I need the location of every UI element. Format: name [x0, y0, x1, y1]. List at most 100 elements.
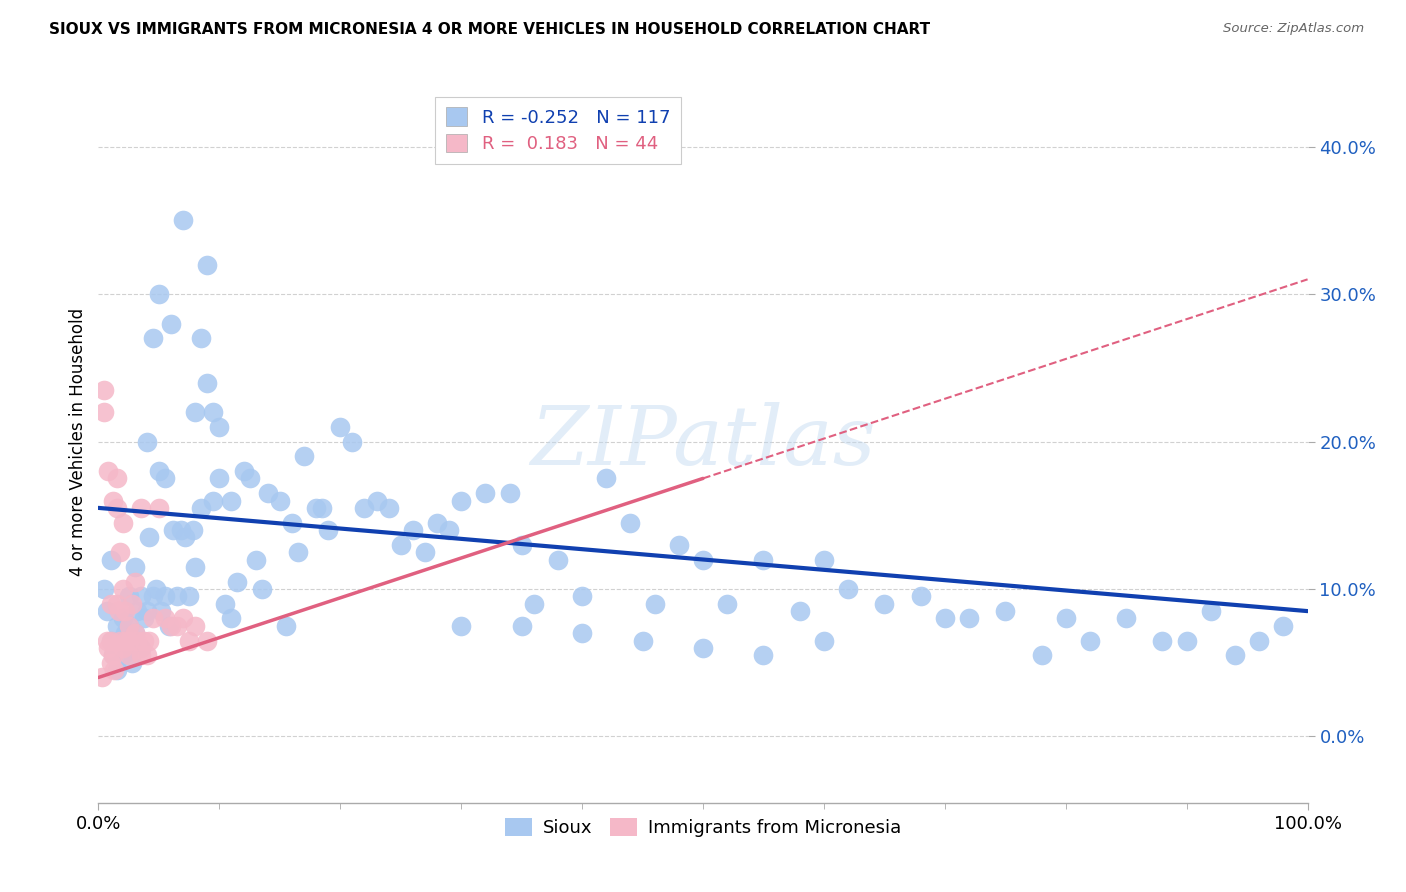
Point [190, 500, 212, 515]
Point [121, 597, 143, 611]
Point [437, 523, 460, 537]
Point [256, 486, 278, 500]
Point [105, 597, 128, 611]
Point [129, 590, 152, 604]
Point [208, 471, 231, 485]
Point [195, 258, 218, 272]
Point [474, 486, 496, 500]
Point [1249, 633, 1271, 648]
Point [157, 619, 180, 633]
Point [129, 500, 152, 515]
Point [129, 648, 152, 663]
Point [195, 376, 218, 390]
Point [837, 582, 859, 596]
Point [96, 604, 118, 618]
Point [184, 619, 207, 633]
Point [153, 611, 176, 625]
Point [93, 383, 115, 397]
Point [366, 493, 388, 508]
Point [316, 523, 339, 537]
Point [214, 597, 236, 611]
Point [148, 500, 170, 515]
Point [305, 500, 328, 515]
Point [179, 633, 201, 648]
Point [202, 405, 225, 419]
Point [93, 582, 115, 596]
Point [498, 486, 520, 500]
Point [135, 648, 157, 663]
Point [789, 604, 811, 618]
Point [571, 626, 593, 640]
Point [547, 552, 569, 566]
Point [121, 633, 143, 648]
Point [108, 545, 131, 559]
Point [221, 493, 243, 508]
Point [118, 648, 141, 663]
Point [631, 633, 654, 648]
Point [100, 656, 122, 670]
Point [450, 493, 472, 508]
Point [957, 611, 980, 625]
Point [100, 597, 122, 611]
Point [150, 604, 173, 618]
Point [118, 619, 141, 633]
Point [135, 604, 157, 618]
Point [287, 545, 309, 559]
Point [105, 663, 128, 677]
Point [172, 213, 194, 227]
Point [813, 552, 835, 566]
Point [716, 597, 738, 611]
Point [752, 648, 775, 663]
Point [195, 633, 218, 648]
Point [619, 516, 641, 530]
Point [142, 611, 165, 625]
Point [179, 590, 201, 604]
Point [813, 633, 835, 648]
Point [124, 574, 146, 589]
Point [232, 464, 254, 478]
Point [190, 331, 212, 345]
Point [692, 552, 714, 566]
Point [103, 663, 125, 677]
Point [1078, 633, 1101, 648]
Point [101, 648, 124, 663]
Point [100, 633, 122, 648]
Point [111, 640, 134, 655]
Point [97, 464, 120, 478]
Point [97, 640, 120, 655]
Point [274, 619, 297, 633]
Point [353, 500, 375, 515]
Point [111, 648, 134, 663]
Point [127, 633, 149, 648]
Point [114, 626, 136, 640]
Point [134, 633, 156, 648]
Point [105, 619, 128, 633]
Point [111, 611, 134, 625]
Point [138, 633, 160, 648]
Point [142, 331, 165, 345]
Legend: Sioux, Immigrants from Micronesia: Sioux, Immigrants from Micronesia [498, 811, 908, 845]
Point [523, 597, 546, 611]
Point [148, 464, 170, 478]
Point [402, 523, 425, 537]
Point [1054, 611, 1077, 625]
Point [181, 523, 204, 537]
Point [450, 619, 472, 633]
Point [292, 450, 315, 464]
Point [1175, 633, 1198, 648]
Point [118, 619, 141, 633]
Point [153, 590, 176, 604]
Point [329, 419, 352, 434]
Point [105, 500, 128, 515]
Point [160, 619, 183, 633]
Point [571, 590, 593, 604]
Point [108, 633, 131, 648]
Point [245, 552, 267, 566]
Point [105, 471, 128, 485]
Point [934, 611, 956, 625]
Point [1272, 619, 1295, 633]
Point [172, 611, 194, 625]
Point [910, 590, 932, 604]
Text: Source: ZipAtlas.com: Source: ZipAtlas.com [1223, 22, 1364, 36]
Point [184, 560, 207, 574]
